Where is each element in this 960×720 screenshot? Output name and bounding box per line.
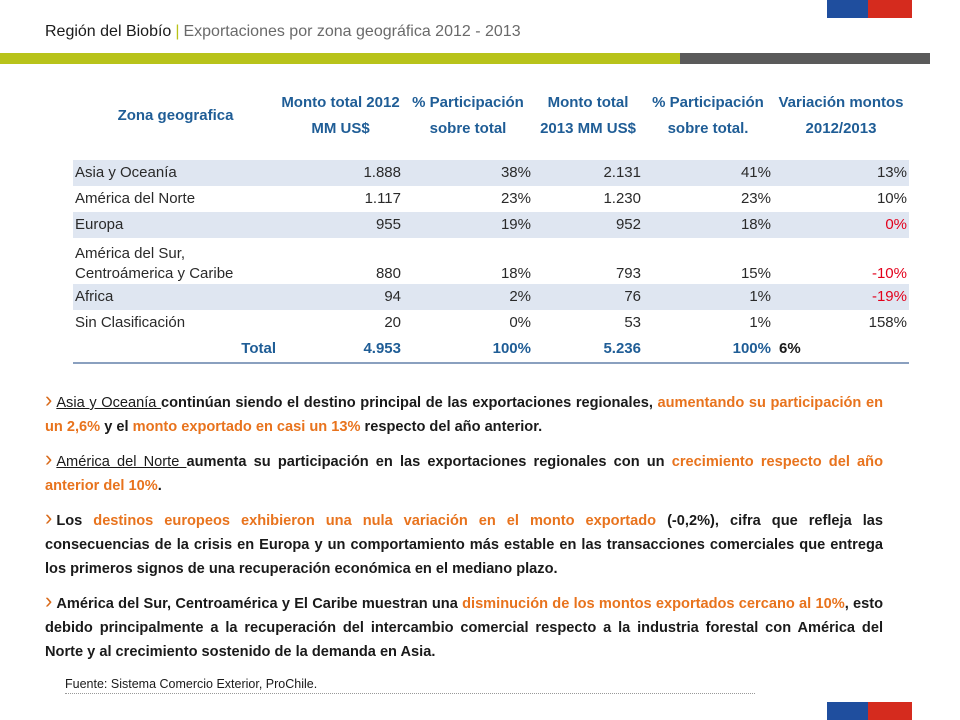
- col-header-amount-2012: Monto total 2012 MM US$: [281, 94, 400, 137]
- cell-total-share-2012: 100%: [403, 336, 533, 364]
- dotted-divider: [65, 693, 755, 694]
- cell-share-2012: 38%: [403, 160, 533, 186]
- cell-total-variation: 6%: [773, 336, 909, 364]
- bullet-text: continúan siendo el destino principal de…: [161, 395, 658, 411]
- cell-share-2013: 41%: [643, 160, 773, 186]
- cell-variation: 10%: [876, 190, 907, 207]
- cell-variation: 0%: [773, 212, 909, 238]
- table-row: Europa 955 19% 952 18% 0%: [73, 212, 909, 238]
- col-header-amount-2013: Monto total 2013 MM US$: [540, 94, 636, 137]
- cell-amount-2012: 1.888: [278, 160, 403, 186]
- cell-variation: -10%: [871, 265, 907, 282]
- cell-amount-2012: 94: [278, 284, 403, 310]
- cell-share-2013: 15%: [740, 265, 771, 282]
- flag-blue-block: [827, 702, 868, 720]
- title-subtitle: Exportaciones por zona geográfica 2012 -…: [183, 23, 521, 40]
- cell-zone: Sin Clasificación: [75, 314, 186, 331]
- table-row: Sin Clasificación 20 0% 53 1% 158%: [73, 310, 909, 336]
- cell-total-amount-2013: 5.236: [533, 336, 643, 364]
- bullet-subject: América del Norte: [56, 454, 187, 470]
- cell-amount-2013: 76: [533, 284, 643, 310]
- flag-red-block: [868, 702, 912, 720]
- bullet-subject: Asia y Oceanía: [56, 395, 162, 411]
- cell-amount-2012: 955: [278, 212, 403, 238]
- col-header-variation: Variación montos 2012/2013: [778, 94, 904, 137]
- bullet-north-america: › América del Norte aumenta su participac…: [45, 447, 883, 498]
- cell-amount-2013: 793: [615, 265, 641, 282]
- cell-total-amount-2012: 4.953: [278, 336, 403, 364]
- cell-zone: Asia y Oceanía: [73, 160, 278, 186]
- chevron-right-icon: ›: [45, 505, 53, 530]
- cell-zone: América del Norte: [75, 190, 196, 207]
- flag-blue-block: [827, 0, 868, 18]
- bullet-text: aumenta su participación en las exportac…: [186, 454, 672, 470]
- bullet-highlight: monto exportado en casi un 13%: [132, 419, 361, 435]
- cell-variation: 158%: [868, 314, 907, 331]
- cell-share-2013: 18%: [643, 212, 773, 238]
- flag-top-decoration: [827, 0, 912, 18]
- exports-table: Zona geografica Monto total 2012 MM US$ …: [73, 72, 909, 364]
- col-header-share-2012: % Participación sobre total: [412, 94, 524, 137]
- col-header-zone: Zona geografica: [117, 107, 234, 124]
- bullet-asia: › Asia y Oceanía continúan siendo el dest…: [45, 388, 883, 439]
- bullet-highlight: aumentando su participación en un 2,6%: [45, 395, 883, 435]
- cell-amount-2013: 1.230: [603, 190, 641, 207]
- cell-amount-2012: 1.117: [364, 190, 401, 207]
- cell-amount-2012: 20: [384, 314, 401, 331]
- cell-total-share-2013: 100%: [643, 336, 773, 364]
- cell-zone: Africa: [73, 284, 278, 310]
- flag-red-block: [868, 0, 912, 18]
- cell-amount-2012: 880: [375, 265, 401, 282]
- bullet-text: respecto del año anterior.: [360, 419, 543, 435]
- flag-bottom-decoration: [827, 702, 912, 720]
- table-row: Asia y Oceanía 1.888 38% 2.131 41% 13%: [73, 160, 909, 186]
- accent-bar-grey: [680, 53, 930, 64]
- cell-share-2012: 2%: [403, 284, 533, 310]
- cell-total-label: Total: [73, 336, 278, 364]
- bullet-highlight: crecimiento respecto del año anterior de…: [45, 454, 883, 494]
- cell-zone: América del Sur, Centroámerica y Caribe: [75, 245, 234, 282]
- bullet-europe: › Los destinos europeos exhibieron una nu…: [45, 506, 883, 581]
- chevron-right-icon: ›: [45, 588, 53, 613]
- bullet-south-america: › América del Sur, Centroamérica y El Car…: [45, 589, 883, 664]
- cell-share-2012: 18%: [500, 265, 531, 282]
- cell-variation: 13%: [773, 160, 909, 186]
- accent-bar-green: [0, 53, 680, 64]
- bullet-text: Los: [56, 513, 94, 529]
- title-separator: |: [175, 23, 180, 40]
- bullet-text: (-0,2%), cifra que refleja las consecuen…: [45, 513, 884, 577]
- cell-amount-2013: 53: [624, 314, 641, 331]
- cell-amount-2013: 952: [533, 212, 643, 238]
- cell-share-2013: 1%: [643, 284, 773, 310]
- cell-share-2012: 19%: [403, 212, 533, 238]
- cell-zone: Europa: [73, 212, 278, 238]
- cell-share-2012: 23%: [500, 190, 531, 207]
- table-row: América del Sur, Centroámerica y Caribe …: [73, 238, 909, 284]
- cell-share-2013: 1%: [749, 314, 771, 331]
- bullet-text: y el: [100, 419, 133, 435]
- table-row: América del Norte 1.117 23% 1.230 23% 10…: [73, 186, 909, 212]
- chevron-right-icon: ›: [45, 446, 53, 471]
- bullet-text: .: [157, 478, 162, 494]
- table-row: Africa 94 2% 76 1% -19%: [73, 284, 909, 310]
- bullet-highlight: disminución de los montos exportados cer…: [462, 596, 845, 612]
- page-title: Región del Biobío | Exportaciones por zona…: [45, 23, 521, 41]
- table-total-row: Total 4.953 100% 5.236 100% 6%: [73, 336, 909, 364]
- bullet-text: , esto debido principalmente a la recupe…: [45, 596, 884, 660]
- cell-variation: -19%: [773, 284, 909, 310]
- table-header-row: Zona geografica Monto total 2012 MM US$ …: [73, 72, 909, 160]
- cell-share-2013: 23%: [740, 190, 771, 207]
- chevron-right-icon: ›: [45, 387, 53, 412]
- bullet-highlight: destinos europeos exhibieron una nula va…: [93, 513, 657, 529]
- col-header-share-2013: % Participación sobre total.: [652, 94, 764, 137]
- analysis-bullets: › Asia y Oceanía continúan siendo el dest…: [45, 388, 883, 672]
- cell-amount-2013: 2.131: [533, 160, 643, 186]
- bullet-text: América del Sur, Centroamérica y El Cari…: [56, 596, 463, 612]
- source-note: Fuente: Sistema Comercio Exterior, ProCh…: [65, 677, 318, 691]
- title-region: Región del Biobío: [45, 23, 172, 40]
- cell-share-2012: 0%: [509, 314, 531, 331]
